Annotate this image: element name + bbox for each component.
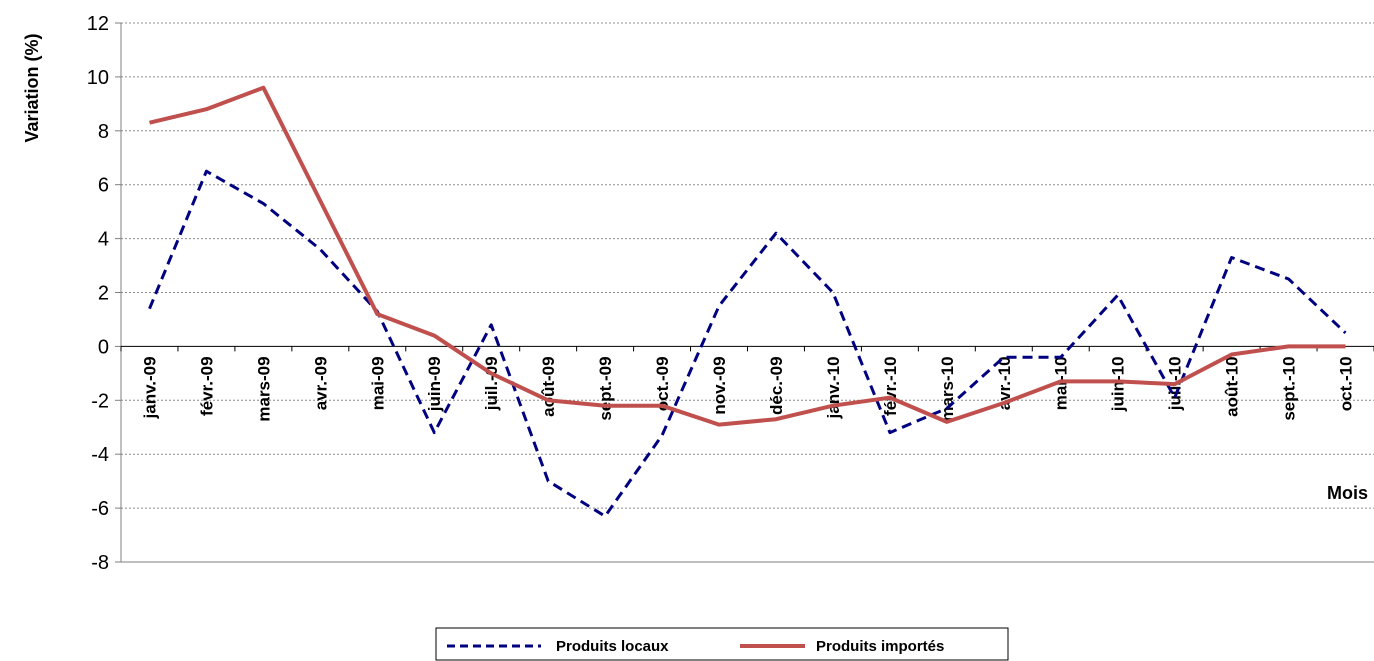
series: [148, 85, 1347, 518]
x-tick-label: août-10: [1223, 356, 1242, 416]
x-tick-label: janv.-10: [824, 356, 843, 419]
legend-label-produits-locaux: Produits locaux: [556, 638, 669, 655]
x-tick-label: févr.-10: [881, 356, 900, 416]
x-tick-label: juin-09: [425, 356, 444, 412]
y-tick-label: 6: [98, 175, 109, 197]
x-tick-label: sept.-09: [596, 356, 615, 420]
axes: [115, 22, 1374, 563]
x-tick-label: mai-09: [368, 356, 387, 410]
x-tick-label: févr.-09: [197, 356, 216, 416]
series-line-produits-locaux: [148, 169, 1347, 518]
y-tick-label: 0: [98, 336, 109, 358]
x-tick-label: déc.-09: [767, 356, 786, 415]
x-tick-labels: janv.-09 févr.-09 mars-09 avr.-09 mai-09 juin…: [140, 356, 1355, 421]
series-line-produits-importes: [149, 85, 1346, 427]
x-tick-label: avr.-10: [995, 356, 1014, 410]
x-tick-label: oct.-09: [653, 356, 672, 411]
legend: Produits locaux Produits importés: [435, 627, 1009, 661]
y-tick-label: 4: [98, 229, 109, 251]
x-axis-title: Mois: [1327, 483, 1368, 503]
y-tick-label: -6: [91, 498, 109, 520]
x-tick-label: juin-10: [1109, 356, 1128, 412]
x-tick-label: nov.-09: [710, 356, 729, 414]
x-tick-label: mars-09: [254, 356, 273, 421]
grid: [121, 22, 1374, 509]
y-tick-labels: -8 -6 -4 -2 0 2 4 6 8 10 12: [87, 13, 109, 574]
y-tick-label: -2: [91, 390, 109, 412]
x-tick-label: avr.-09: [311, 356, 330, 410]
y-tick-label: 2: [98, 283, 109, 305]
x-tick-label: janv.-09: [140, 356, 159, 419]
legend-label-produits-importes: Produits importés: [816, 638, 944, 655]
x-tick-label: sept.-10: [1280, 356, 1299, 420]
x-tick-label: juil.-09: [482, 356, 501, 411]
x-tick-label: août-09: [539, 356, 558, 416]
y-tick-label: 8: [98, 121, 109, 143]
y-tick-label: -4: [91, 444, 109, 466]
y-tick-label: 10: [87, 67, 109, 89]
y-axis-title: Variation (%): [22, 33, 42, 142]
y-tick-label: 12: [87, 13, 109, 35]
y-tick-label: -8: [91, 552, 109, 574]
x-tick-label: oct.-10: [1337, 356, 1356, 411]
legend-box: [435, 627, 1009, 661]
